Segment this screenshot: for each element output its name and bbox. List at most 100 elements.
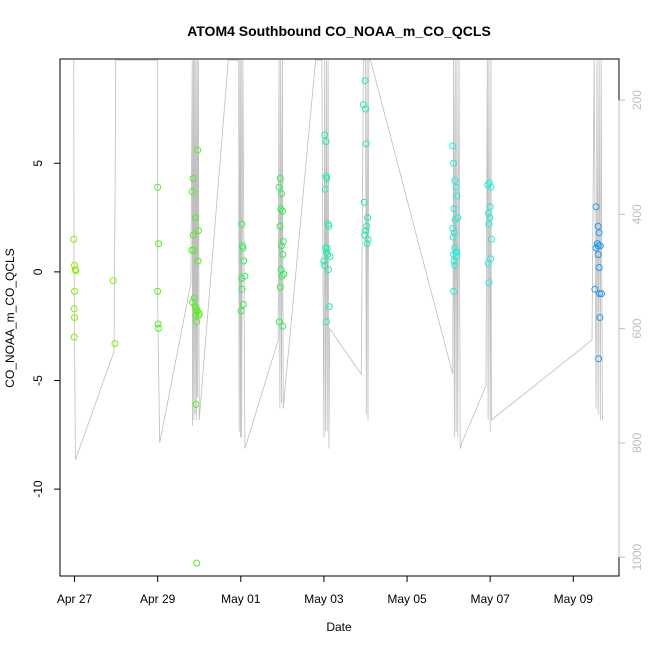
data-point <box>363 222 371 230</box>
data-point <box>450 229 458 237</box>
right-tick-label: 200 <box>630 90 644 110</box>
x-axis: Apr 27 Apr 29 May 01 May 03 May 05 May 07 May … <box>57 575 593 606</box>
data-point <box>362 140 370 148</box>
data-point <box>277 205 285 213</box>
data-point <box>279 322 287 330</box>
data-point <box>484 259 492 267</box>
data-point <box>598 290 605 298</box>
data-point <box>190 294 198 302</box>
data-point <box>594 251 602 258</box>
chart-title: ATOM4 Southbound CO_NOAA_m_CO_QCLS <box>187 23 491 39</box>
data-point <box>189 175 197 182</box>
right-tick-label: 400 <box>630 204 644 224</box>
data-point <box>321 261 329 269</box>
data-point <box>154 320 162 328</box>
data-point <box>279 238 287 245</box>
data-point <box>450 159 458 167</box>
data-point <box>485 220 493 228</box>
data-point <box>486 214 494 222</box>
data-point <box>280 270 288 278</box>
x-tick-label: May 07 <box>470 592 510 606</box>
data-point <box>193 559 201 567</box>
data-point <box>451 244 459 252</box>
data-point <box>485 179 493 187</box>
data-point <box>190 246 198 254</box>
data-point <box>361 231 369 239</box>
data-point <box>155 324 162 332</box>
data-point <box>361 77 369 85</box>
data-point <box>194 146 202 154</box>
data-point <box>194 257 202 265</box>
data-point <box>325 266 332 274</box>
data-point <box>594 222 602 230</box>
data-point <box>485 279 493 287</box>
data-point <box>275 183 283 191</box>
data-point <box>453 192 461 200</box>
data-point <box>364 235 372 243</box>
data-point <box>154 183 162 191</box>
data-point <box>237 307 245 315</box>
data-point <box>596 314 604 321</box>
data-point <box>450 287 458 295</box>
data-point <box>362 227 370 235</box>
data-point <box>239 301 247 308</box>
data-point <box>324 251 332 258</box>
data-point <box>276 222 284 230</box>
data-point <box>363 240 371 248</box>
x-tick-label: May 03 <box>304 592 344 606</box>
data-point <box>71 287 78 295</box>
y-tick-label: -10 <box>31 480 45 498</box>
data-point <box>591 285 599 293</box>
data-point <box>592 244 600 252</box>
data-point <box>594 242 602 250</box>
data-points-layer <box>70 77 605 567</box>
y-axis-label: CO_NOAA_m_CO_QCLS <box>3 248 17 387</box>
pressure-trace-layer <box>73 59 603 461</box>
data-point <box>595 229 603 237</box>
plot-frame <box>59 58 620 577</box>
data-point <box>451 261 459 269</box>
x-tick-label: May 05 <box>387 592 427 606</box>
data-point <box>109 277 117 285</box>
y-tick-label: -5 <box>31 375 45 386</box>
data-point <box>71 314 78 321</box>
data-point <box>322 138 330 145</box>
x-axis-label: Date <box>326 620 352 634</box>
x-tick-label: Apr 29 <box>140 592 176 606</box>
y-tick-label: 5 <box>31 160 45 167</box>
data-point <box>276 175 284 182</box>
data-point <box>322 318 330 326</box>
data-point <box>325 303 333 311</box>
data-point <box>192 214 199 222</box>
data-point <box>364 214 372 222</box>
data-point <box>275 318 283 326</box>
data-point <box>451 177 459 185</box>
data-point <box>154 287 162 295</box>
data-point <box>449 233 457 241</box>
data-point <box>449 224 457 232</box>
data-point <box>278 190 285 198</box>
data-point <box>188 188 196 195</box>
data-point <box>450 205 458 213</box>
data-point <box>239 244 247 252</box>
data-point <box>321 131 329 139</box>
data-point <box>189 231 197 239</box>
data-point <box>70 333 78 341</box>
data-point <box>451 216 459 224</box>
data-point <box>240 257 248 265</box>
data-point <box>276 283 284 291</box>
pressure-trace-line <box>73 59 603 461</box>
data-point <box>278 207 286 215</box>
data-point <box>238 220 246 228</box>
data-point <box>321 185 329 193</box>
data-point <box>278 242 285 250</box>
data-point <box>485 209 492 217</box>
data-point <box>362 105 369 113</box>
data-point <box>595 355 603 363</box>
data-point <box>596 290 603 298</box>
data-point <box>322 244 330 252</box>
data-point <box>320 257 328 265</box>
data-point <box>238 274 246 282</box>
data-point <box>325 222 333 230</box>
